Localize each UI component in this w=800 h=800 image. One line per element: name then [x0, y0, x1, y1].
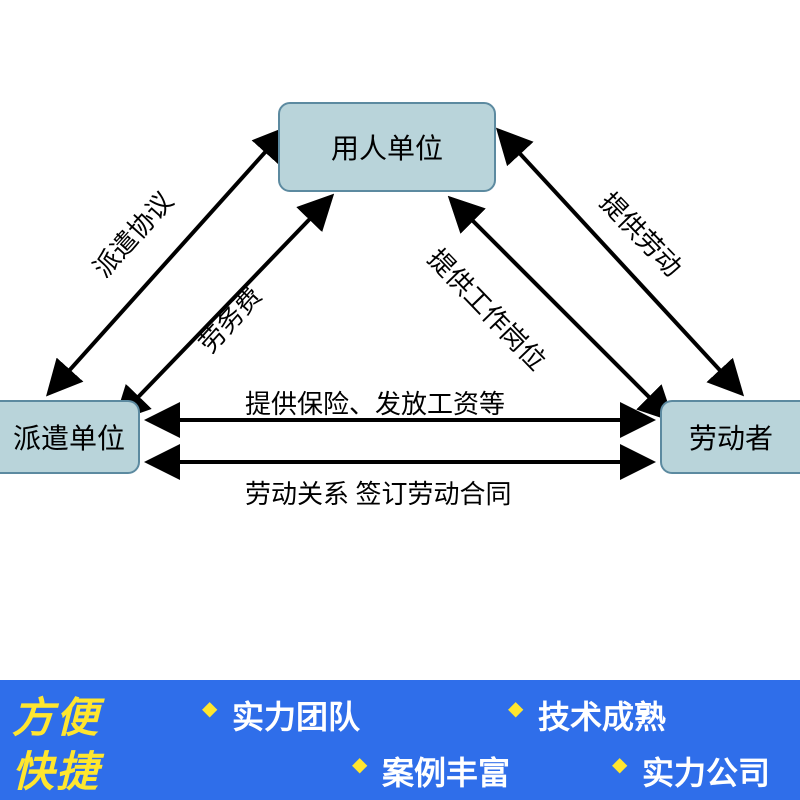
tagline-4: 实力公司: [642, 748, 770, 794]
promo-banner: 方便 快捷 ◆ 实力团队 ◆ 技术成熟 ◆ 案例丰富 ◆ 实力公司: [0, 680, 800, 800]
node-agency-label: 派遣单位: [13, 417, 125, 457]
node-worker: 劳动者: [660, 400, 800, 474]
diagram-stage: 用人单位 派遣单位 劳动者 派遣协议 劳务费 提供工作岗位 提供劳动 提供保险、…: [0, 0, 800, 800]
bullet-icon: ◆: [612, 752, 627, 777]
node-agency: 派遣单位: [0, 400, 140, 474]
bullet-icon: ◆: [202, 696, 217, 721]
node-employer-label: 用人单位: [331, 127, 443, 167]
bullet-icon: ◆: [352, 752, 367, 777]
slogan-line-2: 快捷: [12, 738, 100, 799]
bullet-icon: ◆: [508, 696, 523, 721]
label-agency-worker-lower: 劳动关系 签订劳动合同: [245, 474, 512, 511]
tagline-2: 技术成熟: [538, 692, 666, 738]
tagline-3: 案例丰富: [382, 748, 510, 794]
label-agency-worker-upper: 提供保险、发放工资等: [245, 384, 505, 421]
node-employer: 用人单位: [278, 102, 496, 192]
node-worker-label: 劳动者: [689, 417, 773, 457]
slogan-line-1: 方便: [12, 684, 100, 745]
tagline-1: 实力团队: [232, 692, 360, 738]
